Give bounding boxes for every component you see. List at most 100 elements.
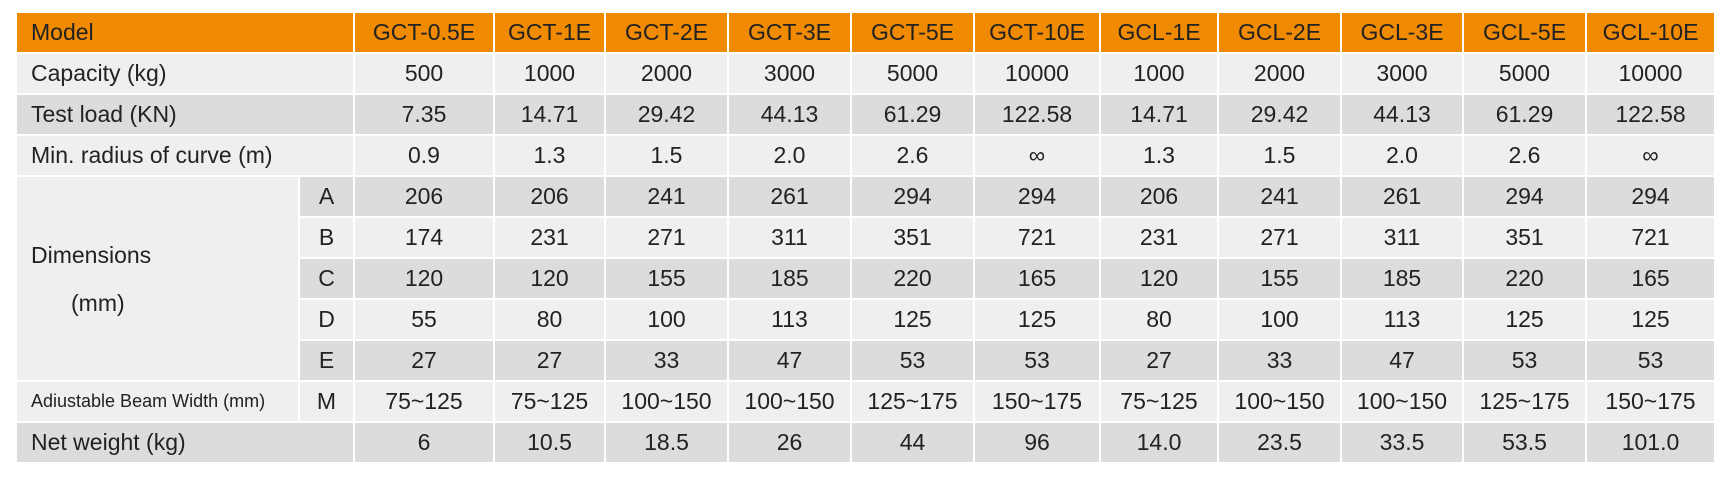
- value-cell: 150~175: [973, 380, 1101, 423]
- table-row: Adiustable Beam Width (mm) M 75~125 75~125 1…: [15, 380, 1716, 423]
- value-cell: 14.71: [1099, 93, 1219, 136]
- table-row: B 174 231 271 311 351 721 231 271 311 351 721: [16, 216, 1716, 259]
- value-cell: 1.5: [1217, 134, 1342, 177]
- dimensions-label-line: Dimensions: [31, 241, 152, 268]
- value-cell: 47: [1340, 339, 1464, 382]
- value-cell: GCT-1E: [493, 11, 606, 54]
- value-cell: 2000: [1217, 52, 1342, 95]
- value-cell: 120: [1099, 257, 1219, 300]
- value-cell: 14.0: [1099, 421, 1219, 464]
- value-cell: 61.29: [1462, 93, 1587, 136]
- value-cell: 122.58: [973, 93, 1101, 136]
- value-cell: GCL-1E: [1099, 11, 1219, 54]
- value-cell: 75~125: [1099, 380, 1219, 423]
- value-cell: 100: [1217, 298, 1342, 341]
- value-cell: 80: [493, 298, 606, 341]
- value-cell: 294: [850, 175, 975, 218]
- value-cell: 29.42: [604, 93, 729, 136]
- value-cell: 75~125: [353, 380, 495, 423]
- value-cell: 27: [353, 339, 495, 382]
- value-cell: 261: [1340, 175, 1464, 218]
- value-cell: 33: [604, 339, 729, 382]
- value-cell: 125~175: [850, 380, 975, 423]
- value-cell: 44.13: [1340, 93, 1464, 136]
- value-cell: 44: [850, 421, 975, 464]
- value-cell: 294: [973, 175, 1101, 218]
- value-cell: 231: [493, 216, 606, 259]
- value-cell: 2.6: [1462, 134, 1587, 177]
- value-cell: 165: [1585, 257, 1716, 300]
- value-cell: 174: [353, 216, 495, 259]
- value-cell: 47: [727, 339, 852, 382]
- value-cell: 220: [850, 257, 975, 300]
- table-row: Model GCT-0.5E GCT-1E GCT-2E GCT-3E GCT-5E GCT…: [15, 11, 1716, 54]
- value-cell: 1.3: [1099, 134, 1219, 177]
- value-cell: 33: [1217, 339, 1342, 382]
- value-cell: 2.6: [850, 134, 975, 177]
- dimension-key: E: [298, 339, 355, 382]
- dimension-key: A: [298, 175, 355, 218]
- value-cell: ∞: [1585, 134, 1716, 177]
- value-cell: 311: [727, 216, 852, 259]
- value-cell: 55: [353, 298, 495, 341]
- row-label: Capacity (kg): [15, 52, 355, 95]
- value-cell: 125: [1462, 298, 1587, 341]
- value-cell: 53: [850, 339, 975, 382]
- value-cell: 185: [1340, 257, 1464, 300]
- table-row: C 120 120 155 185 220 165 120 155 185 220 165: [16, 257, 1716, 300]
- value-cell: 27: [493, 339, 606, 382]
- value-cell: 241: [1217, 175, 1342, 218]
- value-cell: 120: [353, 257, 495, 300]
- value-cell: 122.58: [1585, 93, 1716, 136]
- value-cell: 721: [973, 216, 1101, 259]
- value-cell: 53: [973, 339, 1101, 382]
- value-cell: 5000: [1462, 52, 1587, 95]
- value-cell: 165: [973, 257, 1101, 300]
- table-row: D 55 80 100 113 125 125 80 100 113 125 125: [16, 298, 1716, 341]
- table-row: Test load (KN) 7.35 14.71 29.42 44.13 61.29 12…: [15, 93, 1716, 136]
- dimension-key: C: [298, 257, 355, 300]
- value-cell: 10.5: [493, 421, 606, 464]
- table-row: Net weight (kg) 6 10.5 18.5 26 44 96 14.0 23.5 33…: [15, 421, 1716, 464]
- value-cell: 2000: [604, 52, 729, 95]
- value-cell: 29.42: [1217, 93, 1342, 136]
- value-cell: 75~125: [493, 380, 606, 423]
- value-cell: 96: [973, 421, 1101, 464]
- value-cell: 125: [973, 298, 1101, 341]
- value-cell: GCT-0.5E: [353, 11, 495, 54]
- value-cell: ∞: [973, 134, 1101, 177]
- value-cell: GCT-10E: [973, 11, 1101, 54]
- value-cell: 206: [1099, 175, 1219, 218]
- value-cell: 220: [1462, 257, 1587, 300]
- value-cell: 33.5: [1340, 421, 1464, 464]
- value-cell: 53: [1462, 339, 1587, 382]
- value-cell: GCL-3E: [1340, 11, 1464, 54]
- value-cell: 10000: [1585, 52, 1716, 95]
- value-cell: 100~150: [1340, 380, 1464, 423]
- value-cell: 23.5: [1217, 421, 1342, 464]
- value-cell: 311: [1340, 216, 1464, 259]
- table-row: Dimensions (mm) A 206 206 241 261 294 294 206 241 2…: [15, 175, 1716, 382]
- dimensions-label-line: (mm): [71, 289, 125, 316]
- value-cell: 2.0: [1340, 134, 1464, 177]
- value-cell: GCL-2E: [1217, 11, 1342, 54]
- value-cell: 294: [1585, 175, 1716, 218]
- value-cell: 2.0: [727, 134, 852, 177]
- value-cell: 271: [1217, 216, 1342, 259]
- value-cell: 271: [604, 216, 729, 259]
- value-cell: 27: [1099, 339, 1219, 382]
- dimension-key: D: [298, 298, 355, 341]
- value-cell: GCL-5E: [1462, 11, 1587, 54]
- value-cell: 1000: [493, 52, 606, 95]
- value-cell: 3000: [1340, 52, 1464, 95]
- value-cell: 7.35: [353, 93, 495, 136]
- table-row: Capacity (kg) 500 1000 2000 3000 5000 10000 100…: [15, 52, 1716, 95]
- value-cell: 155: [604, 257, 729, 300]
- value-cell: 721: [1585, 216, 1716, 259]
- value-cell: 120: [493, 257, 606, 300]
- value-cell: 231: [1099, 216, 1219, 259]
- value-cell: 100~150: [604, 380, 729, 423]
- value-cell: 5000: [850, 52, 975, 95]
- value-cell: 351: [850, 216, 975, 259]
